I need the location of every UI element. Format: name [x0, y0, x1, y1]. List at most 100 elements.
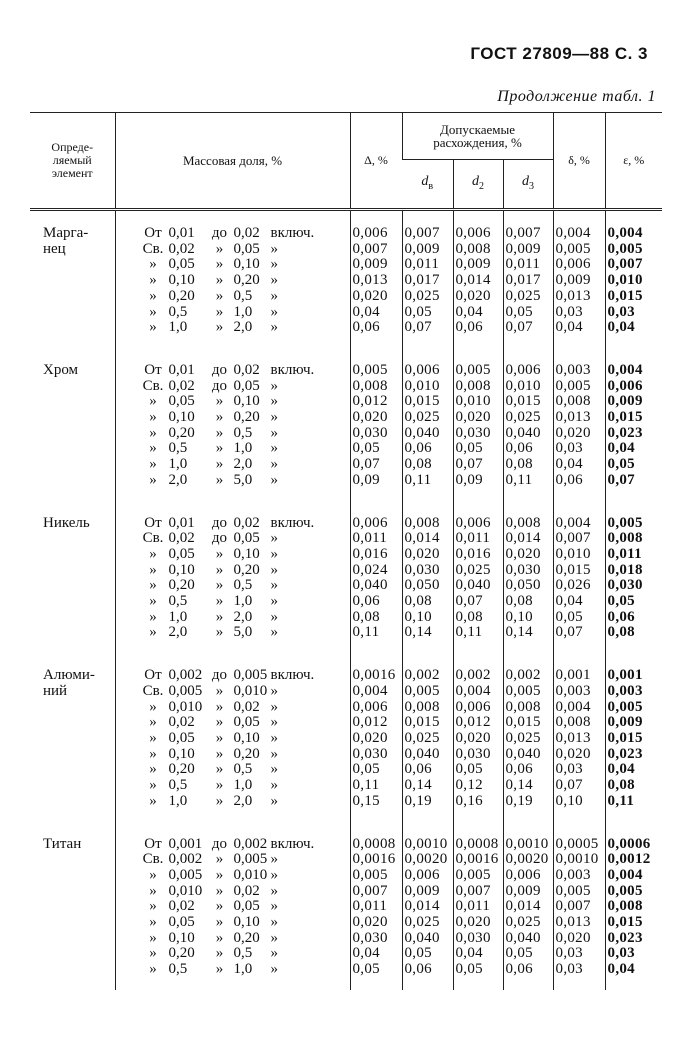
- range-part: »: [149, 303, 157, 320]
- value: 0,04: [607, 319, 635, 336]
- value: 0,015: [505, 393, 541, 410]
- range-part: 1,0: [168, 792, 188, 809]
- value-cell: 0,001 0,003 0,005 0,009 0,015 0,023 0,04 0,08 0,…: [604, 653, 663, 822]
- value: 0,015: [404, 714, 440, 731]
- range-part: От: [144, 225, 162, 241]
- value: 0,006: [352, 698, 388, 715]
- range-part: »: [215, 471, 224, 488]
- value: 0,09: [352, 471, 380, 488]
- range-part: 0,10: [168, 929, 195, 946]
- value: 0,025: [404, 409, 440, 426]
- range-part: 0,010: [233, 866, 268, 883]
- range-part: »: [149, 698, 157, 715]
- value: 0,008: [404, 698, 440, 715]
- value: 0,03: [555, 961, 583, 978]
- range-part: 0,05: [233, 898, 260, 915]
- value: 0,16: [455, 792, 483, 809]
- range-part: »: [270, 593, 279, 610]
- range-part: 0,10: [233, 914, 260, 931]
- range-part: 0,02: [233, 514, 260, 531]
- value: 0,05: [607, 593, 635, 610]
- range-part: »: [215, 914, 224, 931]
- value: 0,005: [555, 240, 591, 257]
- value: 0,006: [505, 361, 541, 378]
- range-part: Св.: [142, 682, 164, 699]
- value: 0,19: [404, 792, 432, 809]
- value: 0,007: [352, 882, 388, 899]
- range-part: »: [270, 898, 279, 915]
- value: 0,040: [404, 745, 440, 762]
- range-part: »: [270, 682, 279, 699]
- value: 0,15: [352, 792, 380, 809]
- range-part: 0,05: [168, 545, 195, 562]
- range-part: »: [270, 624, 279, 641]
- value: 0,08: [455, 608, 483, 625]
- value: 0,006: [352, 514, 388, 531]
- range-part: »: [215, 682, 224, 699]
- element-name: Алюми- ний: [43, 667, 95, 699]
- value: 0,005: [607, 240, 643, 257]
- range-part: 0,10: [168, 409, 195, 426]
- range-part: 0,05: [233, 377, 260, 394]
- range-part: »: [215, 882, 224, 899]
- value: 0,030: [455, 929, 491, 946]
- range-part: »: [270, 714, 279, 731]
- range-part: Св.: [142, 530, 164, 547]
- mass-range: » 0,5 » 1,0 »: [116, 441, 350, 457]
- subscript: 3: [529, 180, 534, 192]
- value: 0,03: [555, 440, 583, 457]
- value: 0,0010: [555, 851, 599, 868]
- range-part: »: [215, 961, 224, 978]
- range-part: 5,0: [233, 624, 253, 641]
- range-part: 0,5: [168, 440, 188, 457]
- value: 0,009: [607, 393, 643, 410]
- range-part: 0,20: [168, 761, 195, 778]
- range-part: 0,5: [168, 961, 188, 978]
- mass-range: » 0,20 » 0,5 »: [116, 578, 350, 594]
- value-cell: 0,006 0,010 0,015 0,025 0,040 0,06 0,08 0,11: [502, 347, 554, 501]
- value: 0,020: [352, 409, 388, 426]
- range-part: »: [215, 319, 224, 336]
- range-part: 1,0: [233, 440, 253, 457]
- value: 0,030: [455, 745, 491, 762]
- range-part: 0,002: [233, 835, 268, 852]
- value: 0,007: [455, 882, 491, 899]
- mass-range: Св. 0,02 до 0,05 »: [116, 377, 350, 395]
- value: 0,009: [505, 882, 541, 899]
- range-part: до: [211, 530, 228, 547]
- value: 0,023: [607, 929, 643, 946]
- value-cell: 0,008 0,014 0,020 0,030 0,050 0,08 0,10 0,14: [401, 500, 453, 654]
- value: 0,001: [555, 667, 591, 684]
- value: 0,06: [404, 440, 432, 457]
- value: 0,04: [555, 319, 583, 336]
- mass-range: » 0,02 » 0,05 »: [116, 899, 350, 915]
- range-part: »: [149, 945, 157, 962]
- range-part: »: [215, 608, 224, 625]
- range-part: »: [215, 945, 224, 962]
- value: 0,03: [555, 303, 583, 320]
- value: 0,05: [352, 961, 380, 978]
- value: 0,004: [555, 514, 591, 531]
- range-part: 0,10: [168, 272, 195, 289]
- value-cell: 0,002 0,005 0,008 0,015 0,025 0,040 0,06 0,14 0,…: [502, 653, 554, 822]
- value: 0,007: [555, 530, 591, 547]
- range-part: »: [270, 792, 279, 809]
- value: 0,025: [505, 729, 541, 746]
- value: 0,015: [607, 409, 643, 426]
- value: 0,006: [352, 225, 388, 241]
- value: 0,08: [404, 593, 432, 610]
- range-part: »: [270, 393, 279, 410]
- value-cell: 0,006 0,011 0,016 0,024 0,040 0,06 0,08 0,11: [349, 500, 402, 654]
- range-part: 0,5: [233, 287, 253, 304]
- range-part: »: [270, 530, 279, 547]
- value: 0,07: [455, 593, 483, 610]
- range-part: »: [149, 914, 157, 931]
- value: 0,007: [505, 225, 541, 241]
- mass-range: » 0,05 » 0,10 »: [116, 730, 350, 747]
- range-part: включ.: [270, 361, 315, 378]
- value: 0,020: [455, 914, 491, 931]
- mass-range: » 0,5 » 1,0 »: [116, 303, 350, 321]
- mass-range: От 0,01 до 0,02 включ.: [116, 514, 350, 532]
- value: 0,09: [455, 471, 483, 488]
- value: 0,009: [607, 714, 643, 731]
